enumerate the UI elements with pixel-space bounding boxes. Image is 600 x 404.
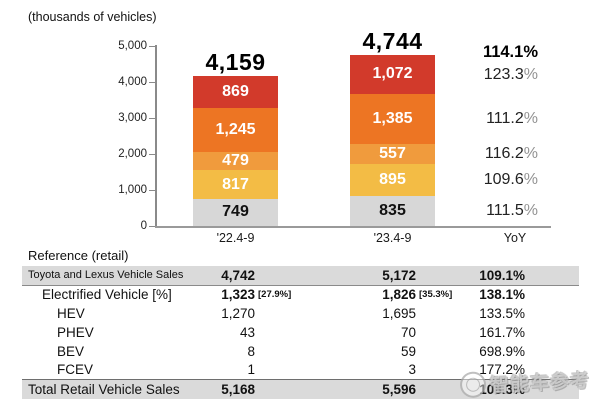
table-row: HEV 1,270 1,695 133.5% [22, 304, 579, 323]
cell-yoy: 109.1% [479, 267, 525, 283]
cell-v2: 5,172 [382, 267, 416, 283]
yoy-segment-value: 111.5% [486, 201, 538, 219]
bar-segment-gray-bottom-segment: 749 [193, 199, 278, 226]
y-tick-label: 4,000 [118, 75, 147, 88]
y-tick-label: 3,000 [118, 111, 147, 124]
bar-total-label: 4,744 [362, 28, 423, 55]
x-axis-label: '22.4-9 [216, 231, 255, 245]
yoy-segment-value: 109.6% [483, 170, 538, 188]
table-row: Electrified Vehicle [%] 1,323 1,826 138.1% [… [22, 285, 579, 304]
row-label: PHEV [57, 324, 94, 340]
bar-segment-red-segment: 869 [193, 76, 278, 108]
bar-segment-amber-segment: 817 [193, 169, 278, 200]
cell-v1: 43 [239, 324, 255, 340]
cell-v1: 4,742 [221, 267, 255, 283]
bar-total-label: 4,159 [205, 49, 266, 76]
y-axis-line [155, 45, 157, 226]
yoy-segment-value: 123.3% [483, 65, 538, 83]
x-axis-label: '23.4-9 [373, 231, 412, 245]
cell-yoy: 108.3% [479, 382, 525, 398]
y-tick-mark [149, 225, 155, 227]
cell-v2: 70 [400, 324, 416, 340]
row-label: Toyota and Lexus Vehicle Sales [28, 269, 184, 282]
units-note: (thousands of vehicles) [28, 10, 157, 24]
y-tick-mark [149, 117, 155, 119]
y-tick-mark [149, 45, 155, 47]
cell-v2: 59 [400, 343, 416, 359]
cell-yoy: 161.7% [479, 324, 525, 340]
yoy-segment-value: 116.2% [484, 144, 538, 162]
x-axis-label: YoY [503, 231, 527, 245]
table-row: Total Retail Vehicle Sales 5,168 5,596 108.… [22, 379, 579, 400]
row-label: Total Retail Vehicle Sales [28, 382, 180, 398]
cell-yoy: 133.5% [479, 305, 525, 321]
cell-v2: 3 [408, 362, 416, 378]
y-tick-label: 5,000 [118, 39, 147, 52]
table-row: Toyota and Lexus Vehicle Sales 4,742 5,172… [22, 266, 579, 286]
cell-v1: 1,323 [221, 286, 255, 302]
row-label: Electrified Vehicle [%] [42, 286, 172, 302]
table-title: Reference (retail) [28, 248, 129, 263]
bar-segment-red-segment: 1,072 [350, 55, 435, 94]
y-tick-mark [149, 189, 155, 191]
table-row: BEV 8 59 698.9% [22, 342, 579, 361]
row-label: FCEV [57, 362, 94, 378]
cell-v1: 8 [247, 343, 255, 359]
bar-segment-gray-bottom-segment: 835 [350, 195, 435, 226]
table-row: FCEV 1 3 177.2% [22, 361, 579, 380]
yoy-total-value: 114.1% [482, 42, 538, 61]
bar-segment-amber-segment: 895 [350, 163, 435, 196]
row-label: BEV [57, 343, 85, 359]
yoy-segment-value: 111.2% [486, 109, 538, 127]
cell-yoy: 177.2% [479, 362, 525, 378]
y-tick-label: 1,000 [118, 183, 147, 196]
cell-v1: 1 [247, 362, 255, 378]
bar-segment-dark-orange-segment: 1,385 [350, 93, 435, 144]
bar-segment-light-orange-segment: 557 [350, 143, 435, 164]
table-row: PHEV 43 70 161.7% [22, 323, 579, 342]
value-note: [27.9%] [258, 288, 292, 300]
y-tick-label: 2,000 [118, 147, 147, 160]
row-label: HEV [57, 305, 85, 321]
x-axis-line [155, 226, 551, 228]
cell-yoy: 138.1% [479, 286, 525, 302]
y-tick-label: 0 [140, 219, 147, 232]
cell-v1: 5,168 [221, 382, 255, 398]
value-note: [35.3%] [419, 288, 453, 300]
cell-yoy: 698.9% [479, 343, 525, 359]
cell-v2: 1,826 [382, 286, 416, 302]
cell-v2: 1,695 [382, 305, 416, 321]
y-tick-mark [149, 153, 155, 155]
cell-v2: 5,596 [382, 382, 416, 398]
cell-v1: 1,270 [221, 305, 255, 321]
bar-segment-dark-orange-segment: 1,245 [193, 107, 278, 153]
y-tick-mark [149, 81, 155, 83]
bar-segment-light-orange-segment: 479 [193, 152, 278, 170]
